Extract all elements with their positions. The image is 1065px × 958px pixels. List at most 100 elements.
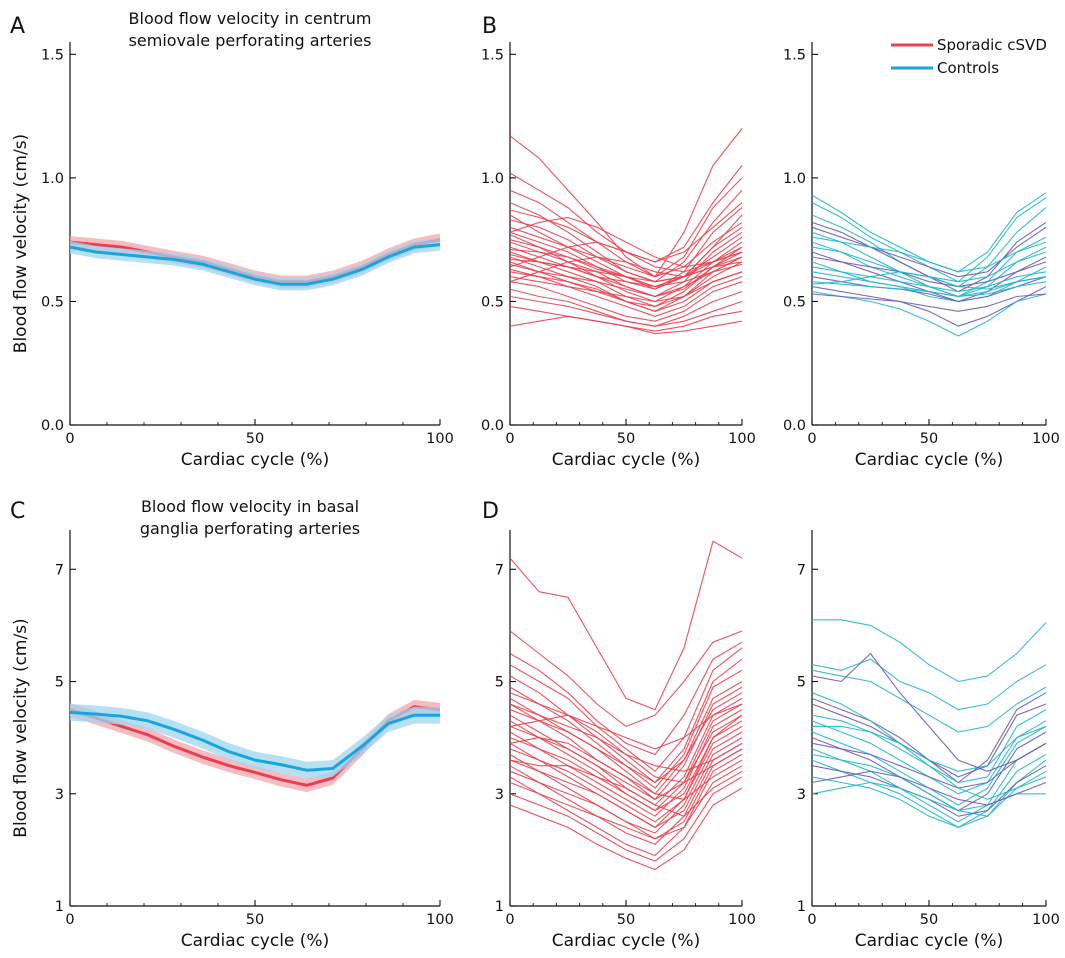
x-tick-label: 0: [807, 431, 816, 447]
subject-line: [509, 241, 743, 273]
y-tick-label: 1.0: [481, 171, 504, 187]
subject-line: [509, 720, 743, 812]
panel-letter-c: C: [10, 499, 25, 524]
mean-line: [69, 243, 441, 286]
series-group: [69, 233, 441, 291]
x-tick-label: 50: [617, 431, 635, 447]
subject-line: [812, 725, 1047, 772]
subject-line: [811, 276, 1047, 303]
subject-line: [509, 709, 743, 817]
subject-line: [509, 737, 743, 800]
subject-line: [811, 652, 1047, 772]
x-tick-label: 100: [1032, 431, 1060, 447]
y-tick-label: 0.0: [783, 418, 806, 434]
subject-line: [811, 293, 1047, 312]
subject-line: [811, 770, 1047, 806]
y-tick-label: 0.5: [41, 294, 64, 310]
subject-line: [509, 189, 743, 283]
x-tick-label: 50: [920, 431, 938, 447]
legend-label: Sporadic cSVD: [937, 36, 1047, 54]
subject-line: [811, 286, 1047, 327]
x-tick-label: 50: [246, 431, 264, 447]
subject-line: [509, 540, 743, 711]
subject-line: [811, 753, 1047, 817]
y-tick-label: 3: [55, 787, 64, 803]
x-tick-label: 0: [505, 912, 514, 928]
x-axis-label: Cardiac cycle (%): [552, 450, 700, 470]
panel-c: C Blood flow velocity in basal ganglia per…: [10, 497, 454, 951]
x-axis-label: Cardiac cycle (%): [181, 931, 329, 951]
subject-line: [509, 787, 743, 871]
subject-line: [509, 714, 743, 800]
subject-line: [811, 658, 1047, 711]
subject-line: [509, 128, 743, 278]
x-tick-label: 100: [728, 912, 756, 928]
x-tick-label: 100: [426, 431, 454, 447]
subject-line: [811, 281, 1047, 298]
subject-line: [811, 266, 1047, 293]
y-tick-label: 3: [495, 787, 504, 803]
subject-line: [509, 263, 743, 298]
y-tick-label: 0.0: [481, 418, 504, 434]
subject-line: [509, 737, 743, 828]
mean-line: [69, 710, 440, 772]
subject-line: [811, 742, 1047, 789]
x-tick-label: 0: [505, 431, 514, 447]
series-group: [811, 619, 1047, 828]
x-axis-label: Cardiac cycle (%): [855, 450, 1003, 470]
subject-line: [811, 256, 1047, 288]
x-tick-label: 0: [65, 431, 74, 447]
series-group: [69, 700, 441, 793]
legend-label: Controls: [937, 59, 999, 77]
subject-line: [509, 692, 743, 750]
subject-line: [509, 246, 743, 298]
x-tick-label: 100: [1032, 912, 1060, 928]
x-axis-label: Cardiac cycle (%): [181, 450, 329, 470]
y-tick-label: 0.5: [481, 294, 504, 310]
subject-line: [811, 192, 1047, 273]
panel-letter-a: A: [10, 14, 25, 39]
y-tick-label: 1.0: [41, 171, 64, 187]
subject-line: [811, 291, 1047, 337]
panel-letter-b: B: [482, 14, 497, 39]
x-tick-label: 0: [807, 912, 816, 928]
subject-line: [509, 641, 743, 756]
y-tick-label: 5: [495, 675, 504, 691]
y-tick-label: 0.5: [783, 294, 806, 310]
subject-line: [509, 315, 743, 335]
subject-line: [811, 271, 1047, 290]
panel-d: D 0 50 100 1 3 5 7 Cardiac cycle (%): [482, 499, 756, 951]
subject-line: [509, 776, 743, 862]
subject-line: [811, 261, 1047, 303]
y-tick-label: 1.0: [783, 171, 806, 187]
subject-line: [509, 271, 743, 303]
y-tick-label: 7: [495, 562, 504, 578]
chart-title-line: ganglia perforating arteries: [140, 519, 360, 538]
x-axis-label: Cardiac cycle (%): [552, 931, 700, 951]
subject-line: [509, 658, 743, 784]
legend: Sporadic cSVD Controls: [891, 36, 1047, 77]
y-tick-label: 1: [797, 899, 806, 915]
ci-band: [70, 700, 440, 793]
x-axis-label: Cardiac cycle (%): [855, 931, 1003, 951]
y-tick-label: 3: [797, 787, 806, 803]
x-tick-label: 100: [728, 431, 756, 447]
subject-line: [509, 647, 743, 772]
y-tick-label: 7: [55, 562, 64, 578]
panel-a: A Blood flow velocity in centrum semiovale…: [10, 9, 454, 470]
y-tick-label: 1.5: [783, 47, 806, 63]
ci-band: [70, 703, 440, 779]
panel-d-controls: 0 50 100 1 3 5 7 Cardiac cycle (%): [797, 530, 1060, 951]
subject-line: [509, 221, 743, 278]
y-tick-label: 1: [55, 899, 64, 915]
series-group: [509, 540, 743, 871]
subject-line: [509, 703, 743, 772]
subject-line: [509, 725, 743, 823]
chart-title-line: semiovale perforating arteries: [129, 31, 372, 50]
x-tick-label: 100: [426, 912, 454, 928]
subject-line: [509, 268, 743, 312]
subject-line: [811, 207, 1047, 288]
subject-line: [811, 692, 1047, 800]
y-tick-label: 7: [797, 562, 806, 578]
